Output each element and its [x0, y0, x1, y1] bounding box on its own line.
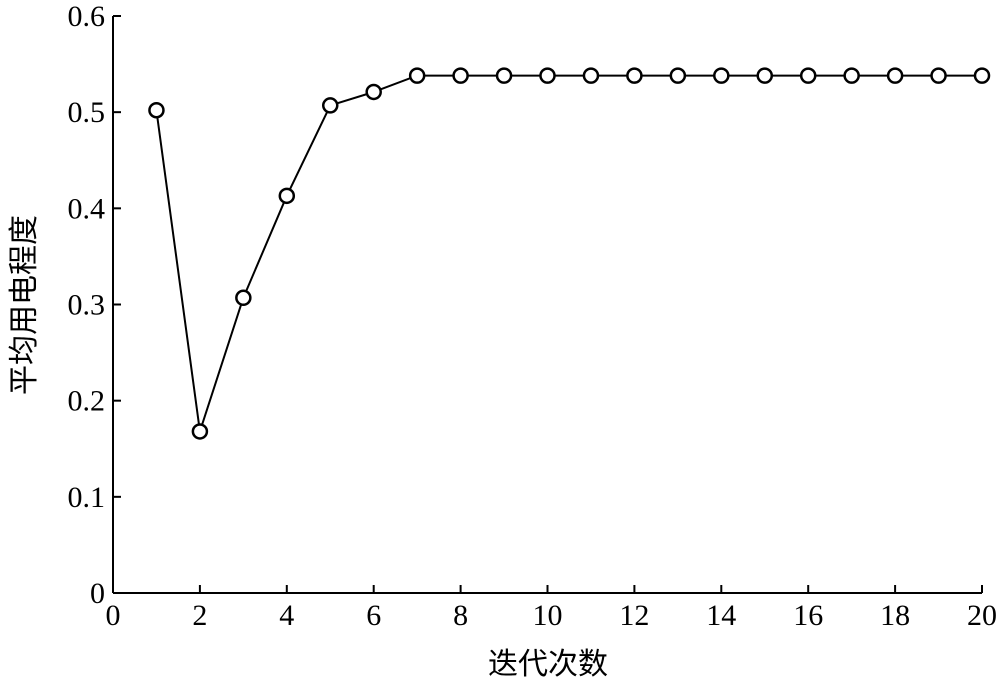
- x-tick-label: 12: [619, 599, 649, 632]
- data-point: [408, 67, 426, 84]
- data-point: [626, 67, 643, 84]
- data-point: [799, 67, 817, 84]
- data-point: [539, 67, 556, 84]
- data-point: [756, 67, 773, 84]
- data-point: [278, 187, 296, 205]
- axes: 0 0.1 0.2 0.3 0.4 0.5 0.6 0 2 4 6 8 10 12 14 16 18 20: [68, 0, 998, 632]
- series-layer: [148, 67, 991, 440]
- data-point: [365, 83, 382, 101]
- data-point: [322, 97, 339, 114]
- data-point: [235, 289, 252, 307]
- y-tick-label: 0.2: [68, 385, 106, 418]
- data-point: [495, 67, 513, 84]
- series-line: [155, 74, 982, 432]
- data-point: [582, 67, 600, 84]
- y-tick-label: 0: [90, 577, 105, 610]
- data-point: [452, 67, 469, 84]
- y-tick-label: 0.6: [68, 0, 106, 33]
- data-point: [669, 67, 687, 84]
- x-tick-label: 8: [453, 599, 468, 632]
- data-point: [713, 67, 730, 84]
- y-tick-label: 0.5: [68, 96, 106, 129]
- data-point: [191, 423, 209, 440]
- y-tick-label: 0.1: [68, 481, 106, 514]
- data-point: [930, 67, 947, 84]
- x-tick-label: 14: [706, 599, 736, 632]
- data-point: [148, 101, 165, 119]
- y-axis-label: 平均用电程度: [7, 215, 42, 395]
- y-tick-label: 0.4: [68, 192, 106, 225]
- x-tick-label: 0: [106, 599, 121, 632]
- x-tick-label: 4: [279, 599, 294, 632]
- x-tick-label: 20: [967, 599, 997, 632]
- x-tick-label: 2: [192, 599, 207, 632]
- data-point: [843, 67, 860, 84]
- x-tick-label: 18: [880, 599, 910, 632]
- data-point: [886, 67, 904, 84]
- x-tick-label: 6: [366, 599, 381, 632]
- data-point: [973, 67, 991, 84]
- x-axis-label: 迭代次数: [488, 647, 608, 682]
- y-tick-label: 0.3: [68, 289, 106, 322]
- x-tick-label: 16: [793, 599, 823, 632]
- x-tick-label: 10: [533, 599, 563, 632]
